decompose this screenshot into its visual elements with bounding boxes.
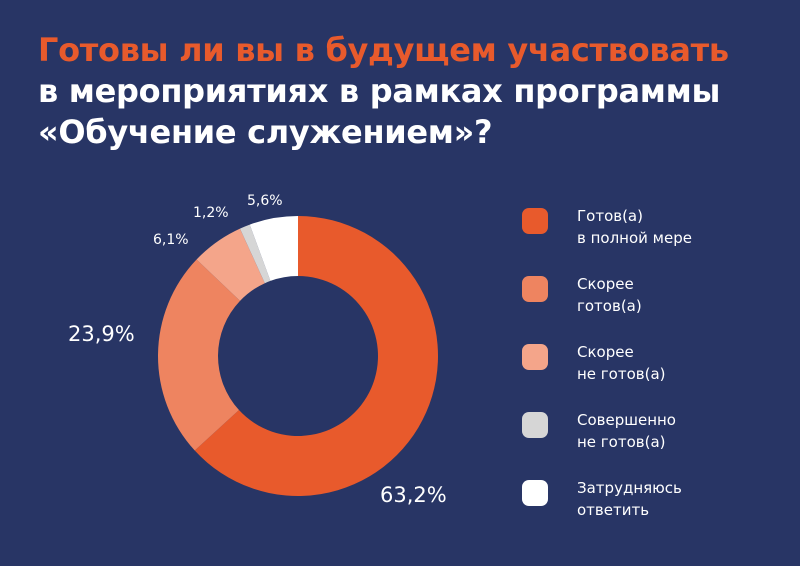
legend-item: Затрудняюсь ответить: [522, 477, 792, 545]
title-line-3: «Обучение служением»?: [38, 113, 493, 151]
legend-label: Готов(а) в полной мере: [577, 207, 692, 247]
legend-item: Совершенно не готов(а): [522, 409, 792, 477]
donut-slice: [194, 216, 438, 496]
legend-label: Скорее не готов(а): [577, 343, 666, 383]
slice-label: 5,6%: [247, 193, 283, 209]
legend-label: Затрудняюсь ответить: [577, 479, 682, 519]
legend-label: Совершенно не готов(а): [577, 411, 676, 451]
slice-label: 23,9%: [68, 322, 135, 346]
slice-label: 6,1%: [153, 232, 189, 248]
title-line-2: в мероприятиях в рамках программы: [38, 72, 721, 110]
slice-label: 1,2%: [193, 205, 229, 221]
legend-swatch: [522, 480, 548, 506]
chart-title: Готовы ли вы в будущем участвовать в мер…: [38, 30, 729, 153]
donut-slice: [249, 216, 298, 281]
legend-swatch: [522, 344, 548, 370]
donut-slice: [196, 228, 265, 301]
legend-item: Скорее готов(а): [522, 273, 792, 341]
title-line-1: Готовы ли вы в будущем участвовать: [38, 31, 729, 69]
legend-item: Скорее не готов(а): [522, 341, 792, 409]
legend-swatch: [522, 208, 548, 234]
donut-slice: [239, 224, 271, 284]
legend-swatch: [522, 276, 548, 302]
legend-item: Готов(а) в полной мере: [522, 205, 792, 273]
legend-label: Скорее готов(а): [577, 275, 642, 315]
legend-swatch: [522, 412, 548, 438]
donut-slice: [158, 259, 241, 451]
legend: Готов(а) в полной мере Скорее готов(а) Ско…: [522, 205, 792, 545]
slice-label: 63,2%: [380, 483, 447, 507]
